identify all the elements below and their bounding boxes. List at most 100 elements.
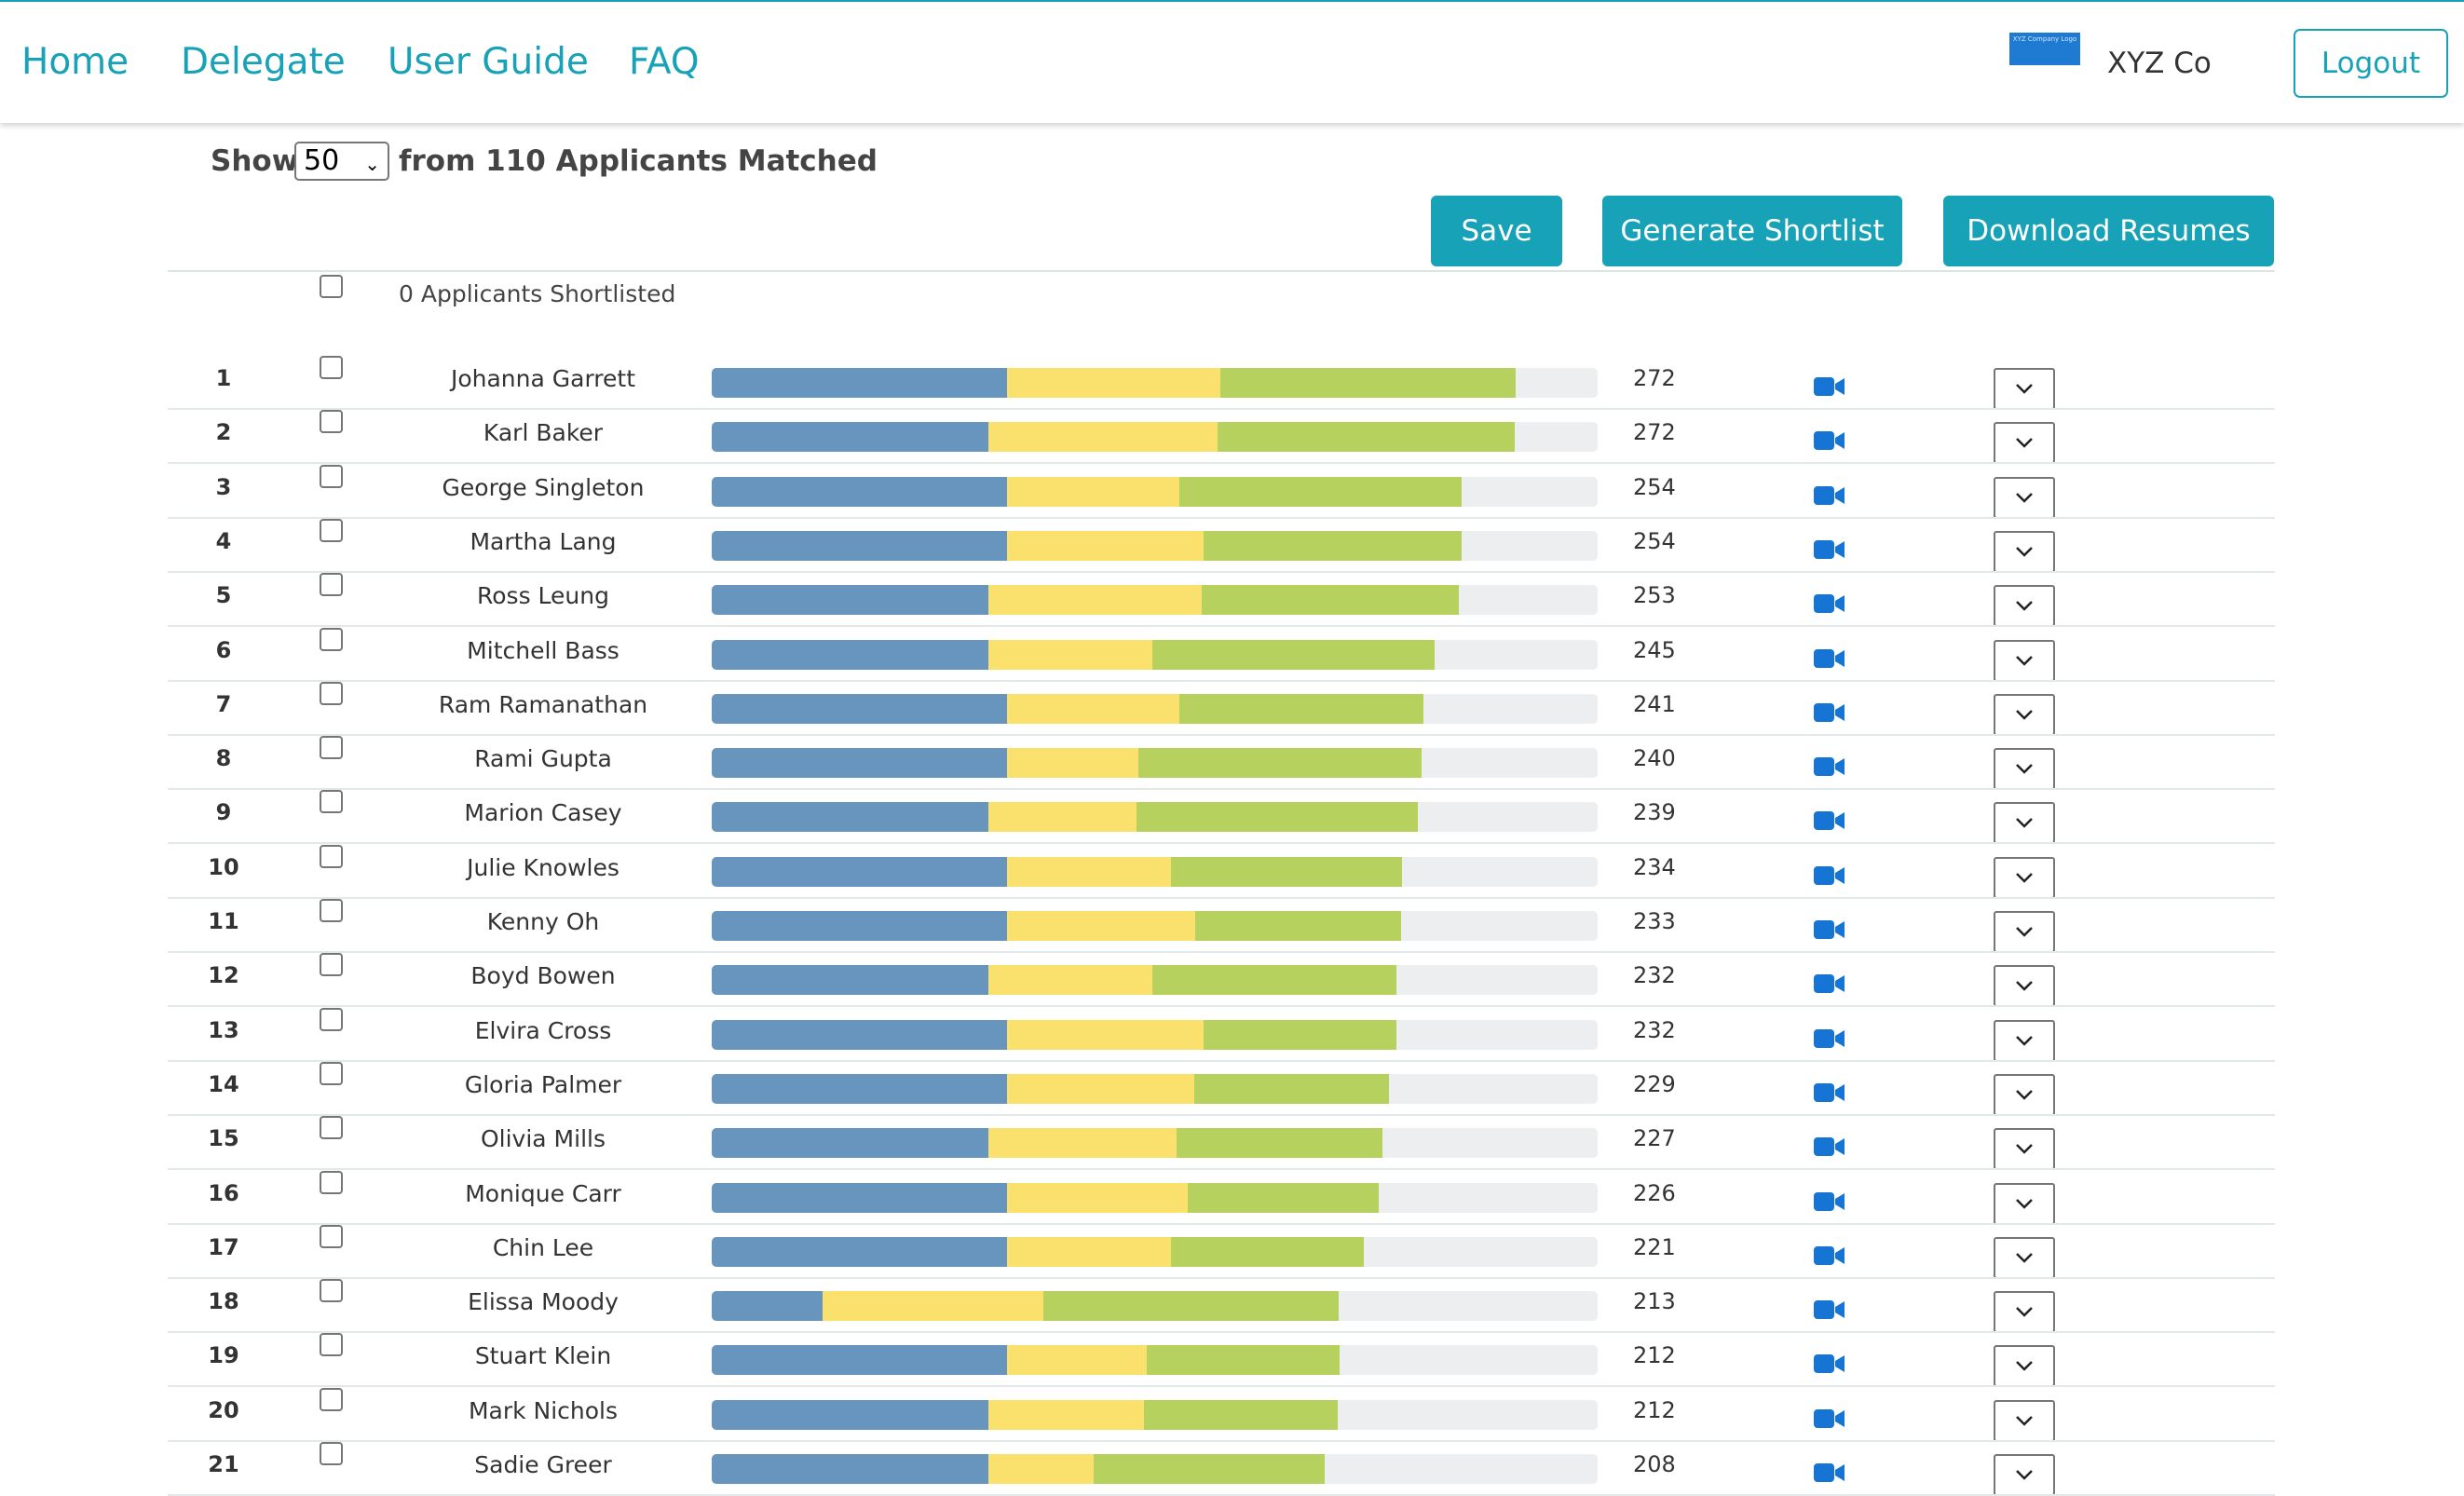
row-action-select[interactable]	[1994, 1073, 2055, 1116]
shortlist-checkbox[interactable]	[320, 1116, 343, 1140]
video-camera-icon[interactable]	[1814, 810, 1845, 831]
row-divider	[168, 1222, 2275, 1225]
shortlist-checkbox[interactable]	[320, 1061, 343, 1085]
video-camera-icon[interactable]	[1814, 1462, 1845, 1483]
row-action-select[interactable]	[1994, 1019, 2055, 1062]
table-row: 19 Stuart Klein 212	[168, 1333, 2275, 1388]
applicant-score: 233	[1633, 908, 1676, 934]
row-action-select[interactable]	[1994, 1236, 2055, 1279]
video-camera-icon[interactable]	[1814, 430, 1845, 451]
row-action-select[interactable]	[1994, 530, 2055, 573]
shortlist-checkbox[interactable]	[320, 627, 343, 651]
row-action-select[interactable]	[1994, 476, 2055, 519]
chevron-down-icon	[2016, 764, 2033, 774]
shortlist-checkbox[interactable]	[320, 1442, 343, 1465]
table-row: 18 Elissa Moody 213	[168, 1279, 2275, 1334]
header-divider	[168, 270, 2275, 272]
row-action-select[interactable]	[1994, 639, 2055, 682]
shortlist-checkbox[interactable]	[320, 518, 343, 542]
row-action-select[interactable]	[1994, 856, 2055, 899]
row-action-select[interactable]	[1994, 1182, 2055, 1225]
video-camera-icon[interactable]	[1814, 1299, 1845, 1320]
video-camera-icon[interactable]	[1814, 865, 1845, 886]
shortlist-checkbox[interactable]	[320, 736, 343, 760]
score-bar	[712, 802, 1598, 833]
nav-user-guide-link[interactable]: User Guide	[388, 41, 589, 83]
shortlist-checkbox[interactable]	[320, 410, 343, 434]
shortlist-checkbox[interactable]	[320, 356, 343, 379]
score-bar-segment	[1170, 1236, 1364, 1267]
generate-shortlist-button[interactable]: Generate Shortlist	[1602, 196, 1902, 266]
row-action-select[interactable]	[1994, 802, 2055, 845]
video-camera-icon[interactable]	[1814, 376, 1845, 397]
row-divider	[168, 1168, 2275, 1171]
table-row: 6 Mitchell Bass 245	[168, 627, 2275, 682]
row-action-select[interactable]	[1994, 748, 2055, 791]
chevron-down-icon	[2016, 1470, 2033, 1480]
row-divider	[168, 408, 2275, 410]
row-action-select[interactable]	[1994, 965, 2055, 1008]
video-camera-icon[interactable]	[1814, 593, 1845, 614]
shortlisted-count: 0 Applicants Shortlisted	[399, 280, 676, 307]
shortlist-checkbox[interactable]	[320, 1387, 343, 1411]
row-action-select[interactable]	[1994, 1291, 2055, 1334]
shortlist-checkbox[interactable]	[320, 1170, 343, 1194]
logout-button[interactable]: Logout	[2294, 29, 2448, 98]
save-button[interactable]: Save	[1431, 196, 1562, 266]
video-camera-icon[interactable]	[1814, 539, 1845, 560]
video-camera-icon[interactable]	[1814, 1191, 1845, 1212]
video-camera-icon[interactable]	[1814, 973, 1845, 994]
applicant-name: Martha Lang	[470, 527, 617, 555]
shortlist-checkbox[interactable]	[320, 681, 343, 705]
applicant-rank: 9	[215, 799, 232, 826]
row-action-select[interactable]	[1994, 1128, 2055, 1171]
page-size-select[interactable]: 50 ⌄	[294, 142, 389, 181]
applicant-name: Sadie Greer	[474, 1451, 612, 1478]
download-resumes-button[interactable]: Download Resumes	[1943, 196, 2274, 266]
select-all-checkbox[interactable]	[320, 275, 343, 298]
video-camera-icon[interactable]	[1814, 485, 1845, 506]
shortlist-checkbox[interactable]	[320, 1224, 343, 1248]
row-action-select[interactable]	[1994, 911, 2055, 953]
video-camera-icon[interactable]	[1814, 756, 1845, 777]
score-bar-segment	[712, 693, 1007, 724]
shortlist-checkbox[interactable]	[320, 573, 343, 597]
video-camera-icon[interactable]	[1814, 1245, 1845, 1266]
shortlist-checkbox[interactable]	[320, 1007, 343, 1031]
shortlist-checkbox[interactable]	[320, 1279, 343, 1303]
video-camera-icon[interactable]	[1814, 1028, 1845, 1049]
video-camera-icon[interactable]	[1814, 919, 1845, 940]
score-bar-segment	[712, 1345, 1007, 1376]
chevron-down-icon: ⌄	[364, 153, 380, 175]
score-bar-segment	[1136, 802, 1418, 833]
row-divider	[168, 1113, 2275, 1116]
nav-home-link[interactable]: Home	[21, 41, 129, 83]
shortlist-checkbox[interactable]	[320, 1333, 343, 1357]
row-action-select[interactable]	[1994, 1399, 2055, 1442]
nav-delegate-link[interactable]: Delegate	[181, 41, 346, 83]
row-action-select[interactable]	[1994, 1454, 2055, 1496]
nav-faq-link[interactable]: FAQ	[629, 41, 700, 83]
video-camera-icon[interactable]	[1814, 702, 1845, 723]
applicant-rank: 18	[208, 1288, 239, 1315]
applicant-score: 226	[1633, 1179, 1676, 1206]
row-action-select[interactable]	[1994, 422, 2055, 465]
row-divider	[168, 1385, 2275, 1388]
score-bar-segment	[1195, 911, 1401, 941]
shortlist-checkbox[interactable]	[320, 899, 343, 922]
video-camera-icon[interactable]	[1814, 1353, 1845, 1374]
shortlist-checkbox[interactable]	[320, 790, 343, 814]
row-action-select[interactable]	[1994, 585, 2055, 628]
row-action-select[interactable]	[1994, 693, 2055, 736]
shortlist-checkbox[interactable]	[320, 953, 343, 977]
video-camera-icon[interactable]	[1814, 1136, 1845, 1157]
shortlist-checkbox[interactable]	[320, 844, 343, 868]
applicant-score: 240	[1633, 745, 1676, 772]
video-camera-icon[interactable]	[1814, 1082, 1845, 1103]
shortlist-checkbox[interactable]	[320, 464, 343, 488]
row-action-select[interactable]	[1994, 368, 2055, 410]
row-action-select[interactable]	[1994, 1345, 2055, 1388]
video-camera-icon[interactable]	[1814, 648, 1845, 669]
video-camera-icon[interactable]	[1814, 1408, 1845, 1429]
score-bar	[712, 1236, 1598, 1267]
